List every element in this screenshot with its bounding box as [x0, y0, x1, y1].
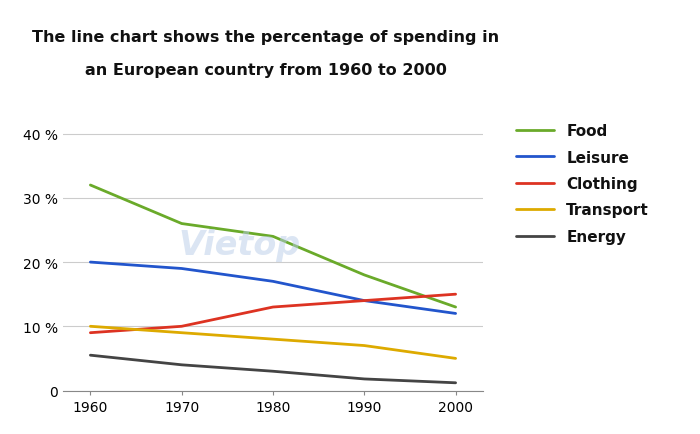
Energy — [86, 353, 94, 358]
Transport — [178, 330, 186, 335]
Leisure — [178, 266, 186, 272]
Leisure — [269, 279, 277, 284]
Clothing — [178, 324, 186, 329]
Text: an European country from 1960 to 2000: an European country from 1960 to 2000 — [85, 63, 447, 78]
Transport — [269, 337, 277, 342]
Leisure — [360, 298, 368, 303]
Line: Leisure: Leisure — [90, 263, 456, 314]
Energy — [452, 380, 460, 385]
Energy — [269, 369, 277, 374]
Line: Food: Food — [90, 186, 456, 307]
Clothing — [452, 292, 460, 297]
Food — [86, 183, 94, 188]
Line: Clothing: Clothing — [90, 295, 456, 333]
Food — [452, 305, 460, 310]
Transport — [86, 324, 94, 329]
Line: Energy: Energy — [90, 355, 456, 383]
Energy — [360, 376, 368, 381]
Leisure — [86, 260, 94, 265]
Food — [269, 234, 277, 240]
Legend: Food, Leisure, Clothing, Transport, Energy: Food, Leisure, Clothing, Transport, Ener… — [516, 124, 649, 244]
Transport — [360, 343, 368, 349]
Transport — [452, 356, 460, 361]
Food — [360, 273, 368, 278]
Text: Vietop: Vietop — [178, 229, 300, 262]
Clothing — [360, 298, 368, 303]
Text: The line chart shows the percentage of spending in: The line chart shows the percentage of s… — [32, 30, 500, 45]
Clothing — [269, 305, 277, 310]
Energy — [178, 362, 186, 368]
Clothing — [86, 330, 94, 335]
Leisure — [452, 311, 460, 316]
Food — [178, 221, 186, 227]
Line: Transport: Transport — [90, 326, 456, 358]
